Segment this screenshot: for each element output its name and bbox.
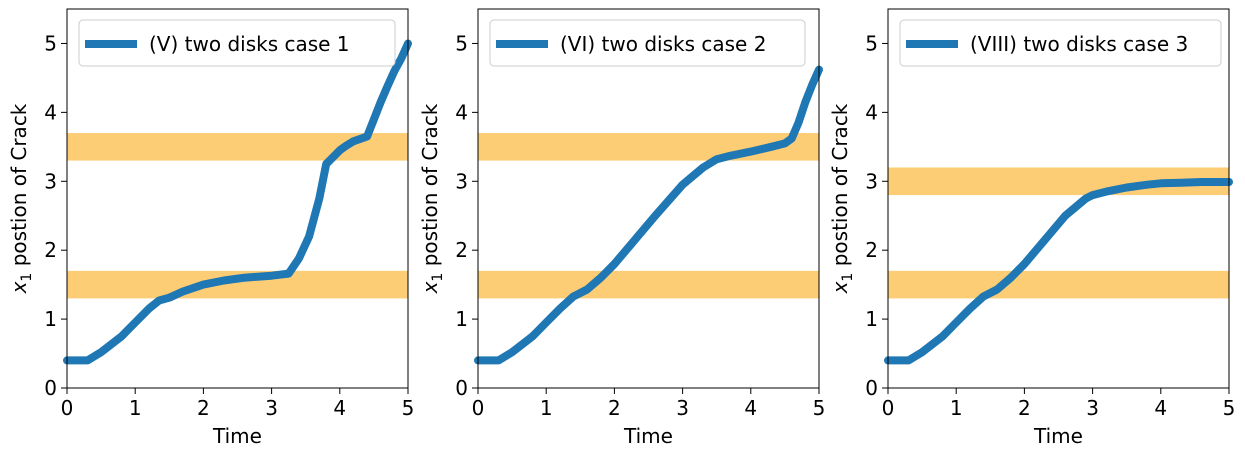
x-tick-label: 5	[813, 396, 826, 420]
series-line	[884, 178, 1233, 365]
y-axis-label: x1 postion of Crack	[418, 103, 446, 294]
legend-entry: (VIII) two disks case 3	[970, 32, 1188, 56]
x-tick-label: 3	[1086, 396, 1099, 420]
legend-entry: (V) two disks case 1	[149, 32, 350, 56]
legend-entry: (VI) two disks case 2	[560, 32, 766, 56]
y-tick-label: 4	[455, 100, 468, 124]
x-tick-label: 2	[608, 396, 621, 420]
x-tick-label: 0	[472, 396, 485, 420]
y-tick-label: 5	[865, 31, 878, 55]
y-tick-label: 1	[44, 307, 57, 331]
x-tick-label: 5	[1223, 396, 1236, 420]
y-tick-label: 2	[44, 238, 57, 262]
x-tick-label: 3	[676, 396, 689, 420]
y-tick-label: 4	[44, 100, 57, 124]
x-tick-label: 0	[61, 396, 74, 420]
x-tick-label: 4	[1154, 396, 1167, 420]
legend-box	[899, 19, 1222, 67]
x-axis-label: Time	[623, 424, 673, 448]
x-tick-label: 3	[265, 396, 278, 420]
x-tick-label: 5	[402, 396, 415, 420]
series-line	[63, 39, 412, 365]
x-tick-label: 2	[197, 396, 210, 420]
band-1	[888, 270, 1229, 299]
x-tick-label: 1	[129, 396, 142, 420]
y-tick-label: 0	[865, 376, 878, 400]
chart-panel-1: 0 1 2 3 4 5 0 1 2 3 4 5 Time x1 postion of Crack (V) t…	[7, 8, 415, 448]
y-tick-label: 1	[865, 307, 878, 331]
y-tick-label: 4	[865, 100, 878, 124]
y-tick-label: 0	[44, 376, 57, 400]
chart-panel-3: 0 1 2 3 4 5 0 1 2 3 4 5 Time x1 postion of Crack (VIII…	[828, 8, 1236, 448]
series-line	[474, 65, 823, 365]
x-tick-label: 0	[882, 396, 895, 420]
plot-frame	[66, 8, 409, 389]
x-tick-label: 1	[950, 396, 963, 420]
y-tick-label: 1	[455, 307, 468, 331]
x-tick-label: 2	[1018, 396, 1031, 420]
y-tick-label: 2	[455, 238, 468, 262]
x-axis-label: Time	[1033, 424, 1083, 448]
y-tick-label: 3	[865, 169, 878, 193]
plot-frame	[477, 8, 820, 389]
legend: (VIII) two disks case 3	[899, 19, 1222, 67]
y-axis-label: x1 postion of Crack	[828, 103, 856, 294]
y-axis-label: x1 postion of Crack	[7, 103, 35, 294]
legend-box	[78, 19, 396, 67]
x-axis-label: Time	[212, 424, 262, 448]
y-tick-label: 0	[455, 376, 468, 400]
chart-panel-2: 0 1 2 3 4 5 0 1 2 3 4 5 Time x1 postion of Crack (VI) …	[418, 8, 826, 448]
legend: (V) two disks case 1	[78, 19, 396, 67]
x-tick-label: 1	[540, 396, 553, 420]
legend: (VI) two disks case 2	[489, 19, 806, 67]
y-tick-label: 2	[865, 238, 878, 262]
legend-box	[489, 19, 806, 67]
x-tick-label: 4	[333, 396, 346, 420]
y-tick-label: 3	[44, 169, 57, 193]
y-tick-label: 3	[455, 169, 468, 193]
plot-frame	[887, 8, 1230, 389]
y-tick-label: 5	[44, 31, 57, 55]
y-tick-label: 5	[455, 31, 468, 55]
x-tick-label: 4	[744, 396, 757, 420]
band-1	[478, 270, 819, 299]
